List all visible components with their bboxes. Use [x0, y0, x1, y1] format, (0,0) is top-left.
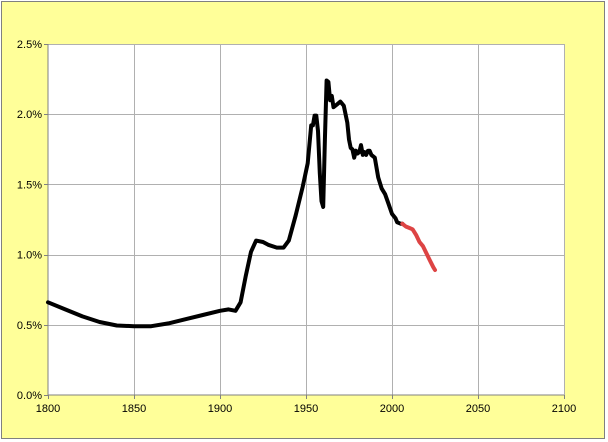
y-tick-label: 0.5%: [17, 320, 42, 332]
y-tick-label: 2.5%: [17, 39, 42, 51]
y-tick-label: 0.0%: [17, 390, 42, 402]
x-tick-label: 1850: [122, 403, 146, 415]
projected-series-line: [400, 221, 437, 272]
x-tick-label: 1950: [294, 403, 318, 415]
x-tick-labels: 1800 1850 1900 1950 2000 2050 2100: [36, 403, 576, 415]
gridlines: [48, 44, 565, 395]
x-tick-label: 1900: [208, 403, 232, 415]
x-tick-label: 2050: [466, 403, 490, 415]
y-tick-label: 1.0%: [17, 250, 42, 262]
x-tick-label: 2000: [380, 403, 404, 415]
historical-series-line: [46, 78, 405, 329]
x-tick-label: 2100: [552, 403, 576, 415]
y-tick-label: 2.0%: [17, 109, 42, 121]
y-tick-label: 1.5%: [17, 179, 42, 191]
series-lines: [46, 78, 437, 329]
axes: [44, 44, 565, 399]
y-tick-labels: 0.0% 0.5% 1.0% 1.5% 2.0% 2.5%: [17, 39, 42, 402]
x-tick-label: 1800: [36, 403, 60, 415]
